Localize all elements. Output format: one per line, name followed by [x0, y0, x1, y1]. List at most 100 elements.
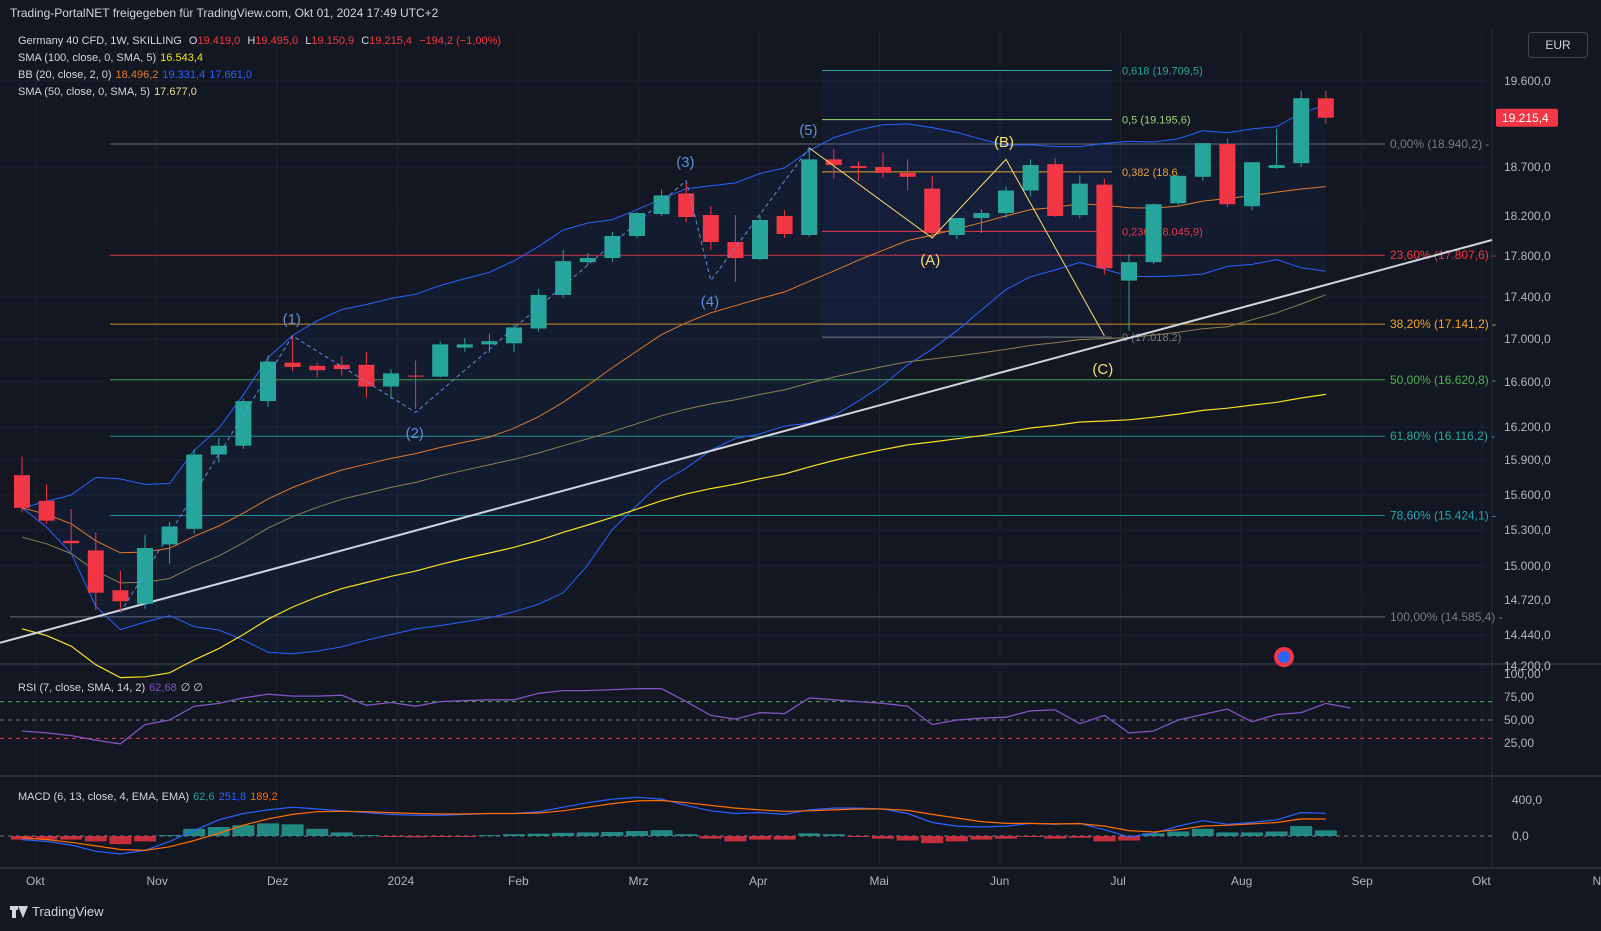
- price-axis-label: 14.440,0: [1504, 628, 1551, 642]
- macd-hist-bar: [872, 836, 894, 839]
- macd-line: [21, 796, 1326, 855]
- bb-upper-line: [21, 104, 1326, 509]
- candle-body: [752, 220, 768, 260]
- sma100-label: SMA (100, close, 0, SMA, 5): [18, 52, 157, 64]
- macd-hist-bar: [207, 827, 230, 836]
- wave-label-yellow: (C): [1092, 361, 1113, 378]
- candle-body: [407, 375, 424, 377]
- time-axis-label: Jul: [1111, 874, 1126, 888]
- candle-body: [210, 445, 227, 455]
- candle-body: [284, 362, 301, 367]
- candle-body: [333, 364, 350, 370]
- macd-hist-bar: [1191, 828, 1214, 836]
- candle-body: [137, 548, 153, 604]
- time-axis-label: Mai: [870, 874, 889, 888]
- time-axis-label: Mrz: [629, 874, 649, 888]
- bb-upper-value: 19.331,4: [162, 69, 206, 81]
- currency-button[interactable]: EUR: [1528, 32, 1588, 58]
- time-axis-label: Sep: [1352, 874, 1374, 888]
- time-axis-label: 2024: [388, 874, 415, 888]
- candle-body: [801, 159, 818, 235]
- macd-hist-bar: [453, 836, 476, 837]
- time-axis-label: Jun: [990, 874, 1009, 888]
- sma100-line: [21, 393, 1326, 679]
- macd-hist-bar: [1118, 836, 1140, 841]
- macd-hist-bar: [134, 836, 156, 842]
- candle-body: [161, 526, 178, 545]
- candle-body: [1170, 175, 1187, 204]
- macd-hist-bar: [35, 836, 58, 840]
- high-label: H: [247, 35, 256, 47]
- macd-hist-bar: [429, 836, 452, 837]
- macd-hist-bar: [1044, 836, 1067, 839]
- macd-axis-label: 400,0: [1512, 793, 1542, 807]
- open-value: 19.419,0: [197, 35, 241, 47]
- bb-lower-value: 17.661,0: [209, 69, 253, 81]
- time-axis-label: Feb: [508, 874, 529, 888]
- candle-body: [186, 454, 203, 529]
- rsi-label: RSI (7, close, SMA, 14, 2): [18, 682, 146, 694]
- macd-hist-bar: [404, 836, 427, 838]
- high-value: 19.495,0: [255, 35, 299, 47]
- macd-hist-bar: [1216, 832, 1239, 836]
- sma50-label: SMA (50, close, 0, SMA, 5): [18, 86, 151, 98]
- macd-hist-bar: [822, 834, 845, 836]
- fib-retracement-label: 38,20% (17.141,2) -: [1390, 317, 1496, 331]
- time-axis-label: Dez: [267, 874, 288, 888]
- candle-body: [653, 195, 670, 215]
- fib-retracement-label: 23,60% (17.807,6) -: [1390, 248, 1496, 262]
- fib-extension-zone: [822, 70, 1112, 338]
- price-axis-label: 16.200,0: [1504, 420, 1551, 434]
- macd-hist-bar: [724, 836, 747, 842]
- price-axis-label: 15.900,0: [1504, 453, 1551, 467]
- candle-body: [432, 344, 449, 377]
- candle-body: [825, 159, 842, 166]
- macd-hist-bar: [699, 836, 722, 839]
- macd-hist-bar: [847, 836, 870, 837]
- macd-hist-bar: [675, 834, 698, 836]
- fib-extension-label: 0,382 (18.6: [1122, 167, 1178, 179]
- candle-body: [1244, 162, 1260, 207]
- macd-hist-bar: [281, 824, 304, 836]
- macd-hist-bar: [626, 831, 648, 836]
- candle-body: [1096, 184, 1113, 269]
- sma50-value: 17.677,0: [154, 86, 197, 98]
- bb-band-fill: [22, 105, 1326, 654]
- fib-retracement-label: 100,00% (14.585,4) -: [1390, 610, 1503, 624]
- tradingview-brand: TradingView: [10, 904, 104, 919]
- macd-signal-line: [21, 799, 1326, 852]
- rsi-axis-label: 25,00: [1504, 736, 1534, 750]
- macd-hist-bar: [60, 836, 83, 840]
- time-axis-label: Apr: [749, 874, 768, 888]
- price-axis-label: 14.720,0: [1504, 593, 1551, 607]
- wave-label-yellow: (A): [920, 252, 940, 269]
- time-axis-label: Okt: [1472, 874, 1491, 888]
- change-value: −194,2 (−1,00%): [419, 35, 502, 47]
- candle-body: [63, 540, 80, 544]
- candle-body: [1071, 183, 1088, 216]
- candle-body: [1145, 204, 1162, 263]
- candle-body: [948, 218, 965, 235]
- time-axis-label: Aug: [1231, 874, 1252, 888]
- macd-hist-bar: [1142, 833, 1165, 836]
- macd-hist-bar: [330, 832, 353, 836]
- macd-line-value: 251,8: [218, 791, 247, 803]
- open-label: O: [188, 35, 198, 47]
- publish-line: Trading-PortalNET freigegeben für Tradin…: [10, 6, 439, 20]
- wave-label-blue: (2): [406, 425, 424, 442]
- macd-hist-bar: [921, 836, 944, 844]
- candle-body: [875, 167, 891, 173]
- candle-body: [1194, 143, 1211, 177]
- macd-legend: MACD (6, 13, close, 4, EMA, EMA) 62,6 251,…: [18, 791, 282, 803]
- fib-retracement-label: 78,60% (15.424,1) -: [1390, 509, 1496, 523]
- close-value: 19.215,4: [369, 35, 412, 47]
- candle-body: [506, 327, 522, 344]
- globe-icon-core: [1278, 651, 1290, 663]
- price-axis-label: 14.200,0: [1504, 659, 1551, 673]
- macd-hist-bar: [1167, 831, 1190, 836]
- price-axis-label: 19.600,0: [1504, 74, 1551, 88]
- macd-hist-bar: [1241, 832, 1263, 836]
- macd-hist-bar: [257, 823, 279, 836]
- wave-yellow-path: [808, 147, 1105, 337]
